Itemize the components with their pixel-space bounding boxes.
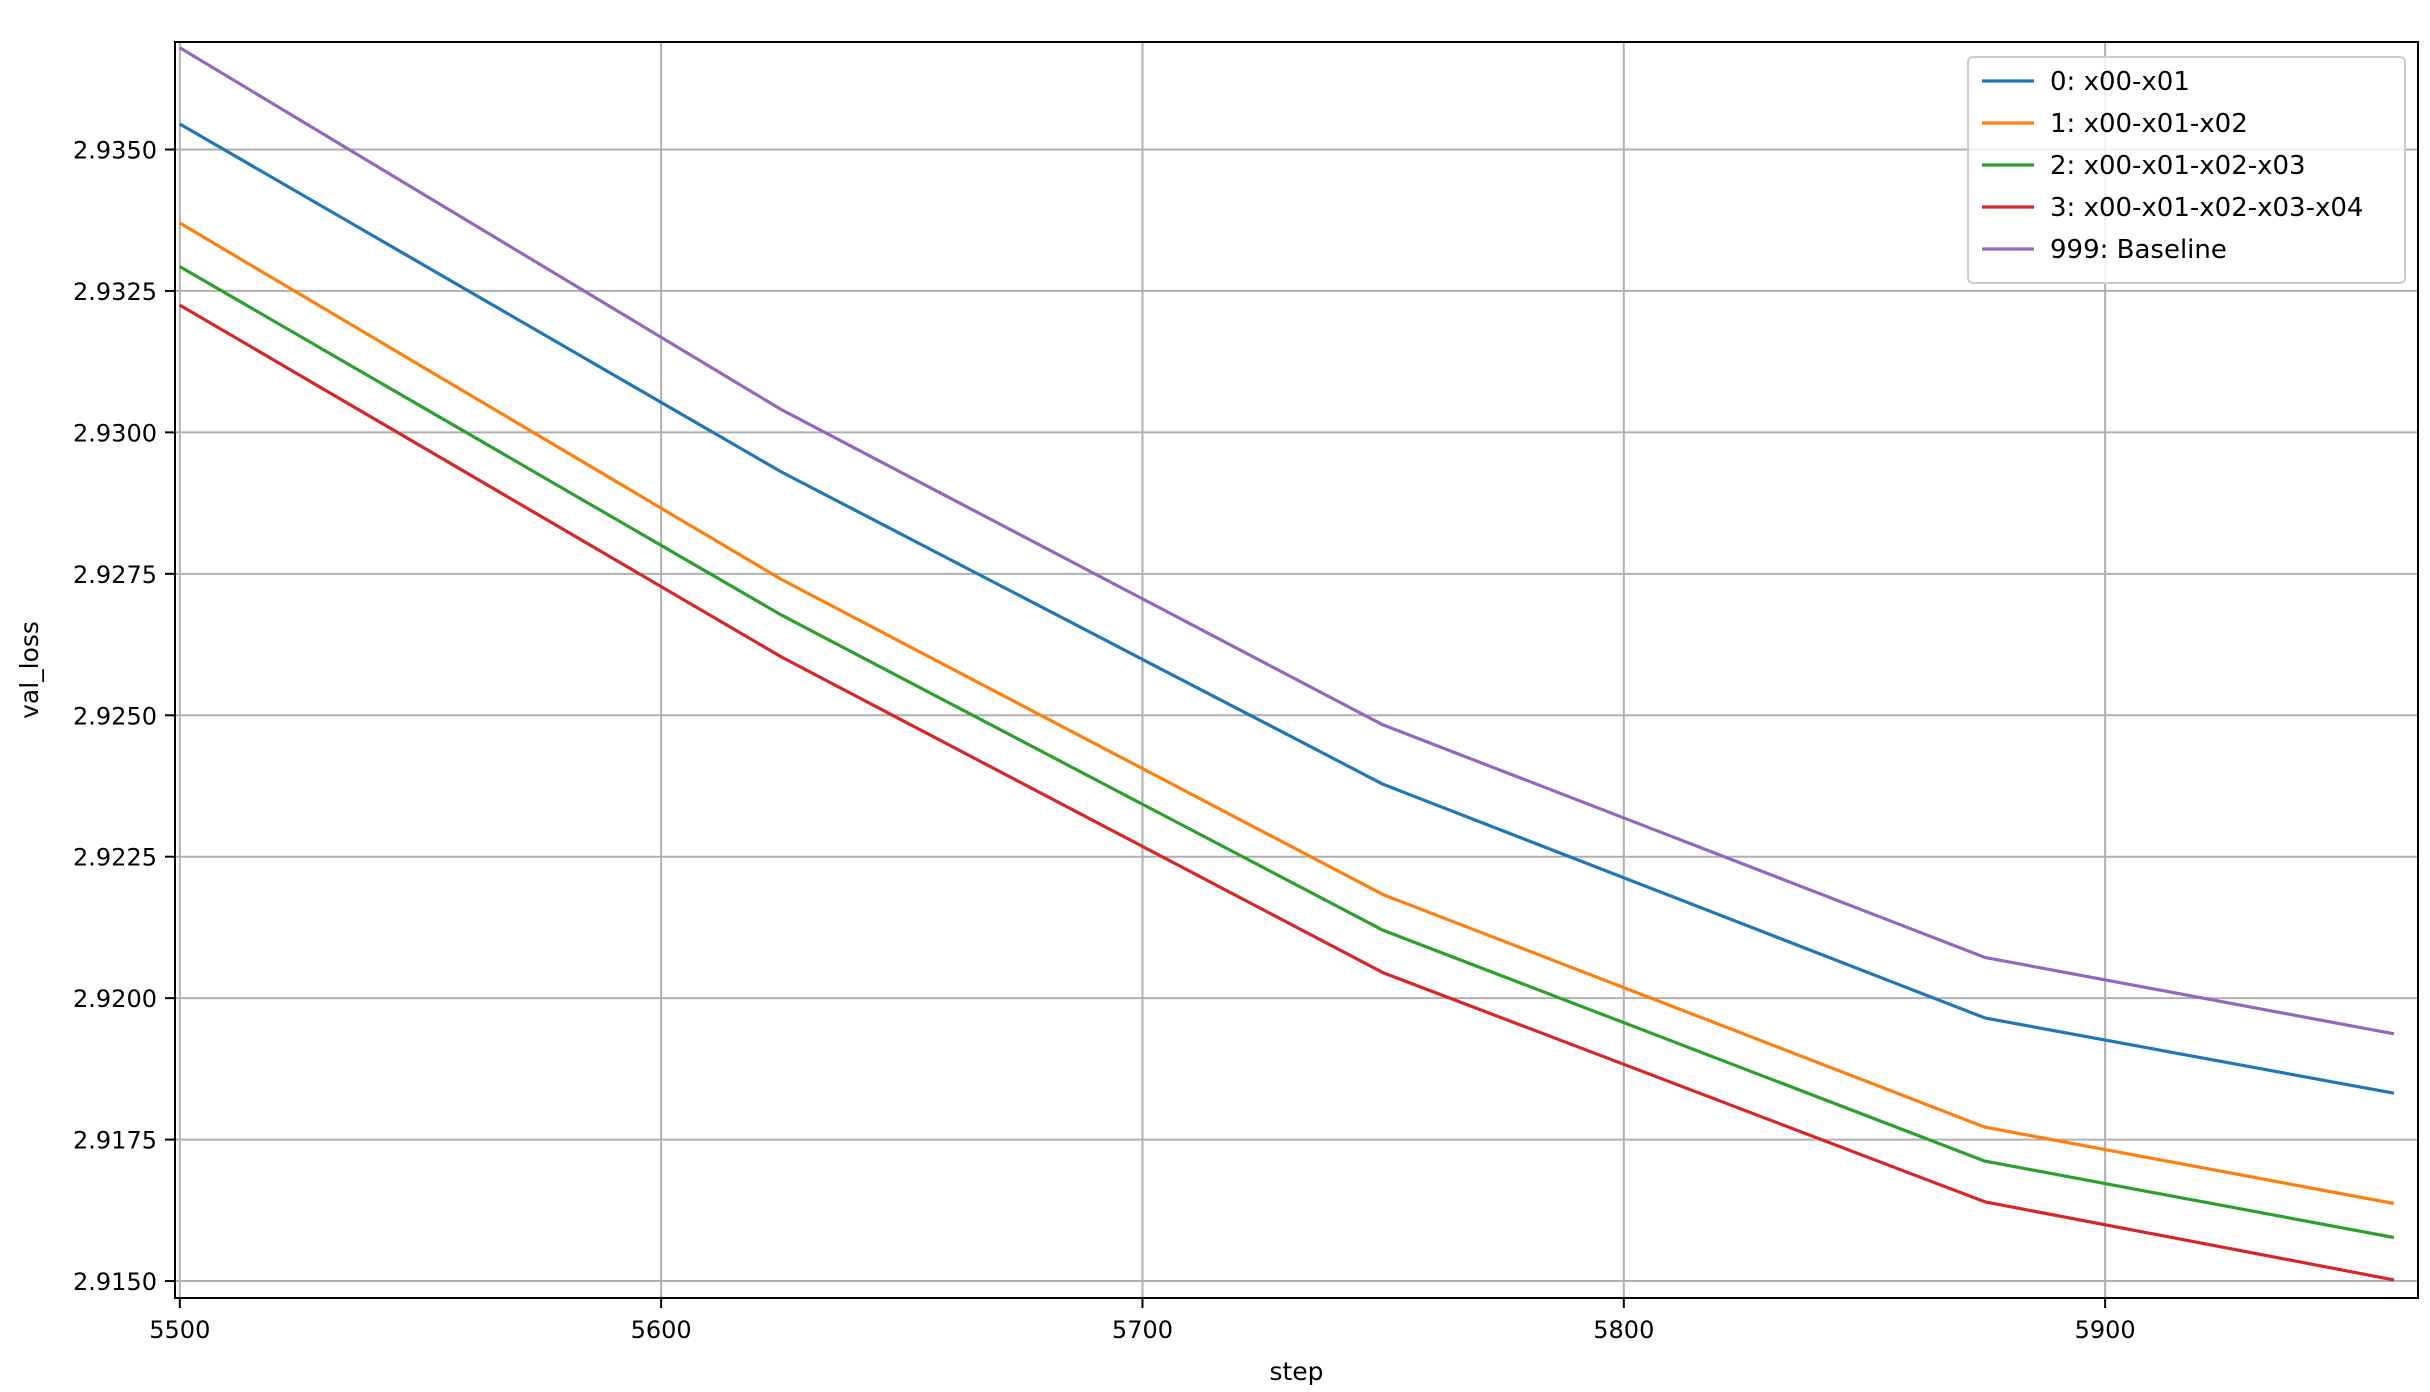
y-tick-label: 2.9200 — [73, 985, 157, 1013]
legend-entry: 0: x00-x01 — [2050, 67, 2190, 97]
legend-entry: 2: x00-x01-x02-x03 — [2050, 151, 2306, 181]
grid-lines — [175, 42, 2418, 1298]
legend-entry: 3: x00-x01-x02-x03-x04 — [2050, 193, 2363, 223]
axis-ticks: 5500 5600 5700 5800 5900 2.9150 2.9175 2.9200 2.… — [73, 136, 2136, 1344]
y-tick-label: 2.9175 — [73, 1127, 157, 1155]
y-tick-label: 2.9150 — [73, 1268, 157, 1296]
y-tick-label: 2.9350 — [73, 136, 157, 164]
legend-entry: 999: Baseline — [2050, 235, 2227, 265]
y-tick-label: 2.9300 — [73, 419, 157, 447]
plot-area-frame — [174, 41, 2419, 1299]
legend-entry: 1: x00-x01-x02 — [2050, 109, 2248, 139]
series-line — [178, 303, 2395, 1282]
series-line — [178, 122, 2395, 1095]
y-tick-label: 2.9325 — [73, 278, 157, 306]
x-tick-label: 5800 — [1593, 1316, 1654, 1344]
legend-box — [1967, 56, 2406, 284]
series-lines — [178, 46, 2395, 1282]
x-axis-label: step — [1269, 1357, 1323, 1386]
series-line — [178, 265, 2395, 1240]
y-tick-label: 2.9225 — [73, 844, 157, 872]
series-line — [178, 46, 2395, 1036]
series-line — [178, 221, 2395, 1206]
y-tick-label: 2.9275 — [73, 561, 157, 589]
x-tick-label: 5600 — [631, 1316, 692, 1344]
x-tick-label: 5900 — [2075, 1316, 2136, 1344]
y-tick-label: 2.9250 — [73, 702, 157, 730]
x-tick-label: 5500 — [149, 1316, 210, 1344]
x-tick-label: 5700 — [1112, 1316, 1173, 1344]
y-axis-label: val_loss — [15, 621, 44, 719]
legend: 0: x00-x01 1: x00-x01-x02 2: x00-x01-x02-x… — [1967, 56, 2406, 284]
